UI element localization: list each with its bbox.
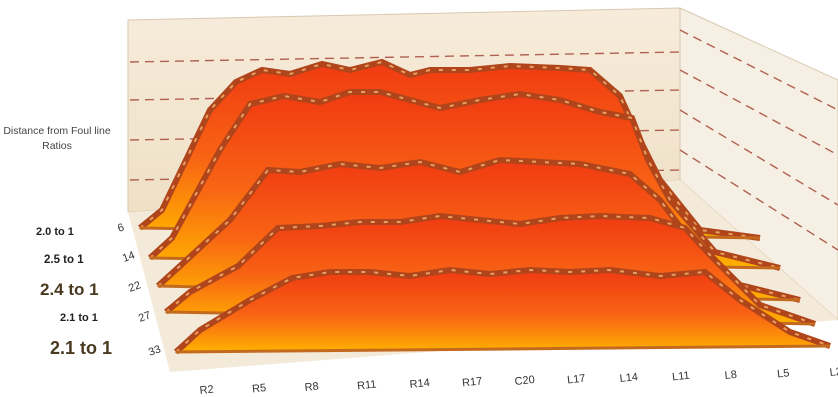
x-tick-label: L2 xyxy=(829,366,838,379)
x-tick-label: R14 xyxy=(409,377,430,391)
ridge-top-highlight xyxy=(149,91,781,269)
gridline xyxy=(129,51,681,63)
ridge-top-edge xyxy=(164,212,816,327)
x-tick-label: L17 xyxy=(567,373,587,387)
x-tick-label: L8 xyxy=(724,369,737,382)
y-axis-title: Distance from Foul line Ratios xyxy=(3,125,111,152)
gridline xyxy=(679,149,838,251)
series-label: 2.0 to 1 xyxy=(36,226,74,238)
x-tick-label: R17 xyxy=(462,375,483,389)
depth-tick-label: 6 xyxy=(116,222,126,235)
depth-tick-label: 33 xyxy=(147,343,163,358)
x-tick-label: L5 xyxy=(777,367,790,380)
x-tick-label: C20 xyxy=(514,374,535,388)
x-tick-label: R8 xyxy=(304,381,319,394)
series-label: 2.5 to 1 xyxy=(44,254,84,266)
x-tick-label: R2 xyxy=(199,384,214,397)
x-tick-label: L11 xyxy=(672,370,691,384)
x-tick-label: R5 xyxy=(252,382,267,395)
depth-tick-label: 22 xyxy=(127,279,143,294)
x-tick-label: L14 xyxy=(619,371,639,385)
x-tick-label: R11 xyxy=(357,379,378,393)
depth-tick-label: 14 xyxy=(121,249,137,264)
ridge-top-edge xyxy=(173,266,831,355)
depth-tick-label: 27 xyxy=(137,309,153,324)
gridline xyxy=(679,109,838,206)
series-label: 2.1 to 1 xyxy=(50,338,113,358)
ridge-top-highlight xyxy=(139,60,761,239)
series-label: 2.4 to 1 xyxy=(40,280,99,299)
ridge-base-edge xyxy=(175,344,831,354)
series-label: 2.1 to 1 xyxy=(60,312,98,324)
ridge-top-edge xyxy=(155,156,801,303)
right-wall xyxy=(679,7,838,321)
